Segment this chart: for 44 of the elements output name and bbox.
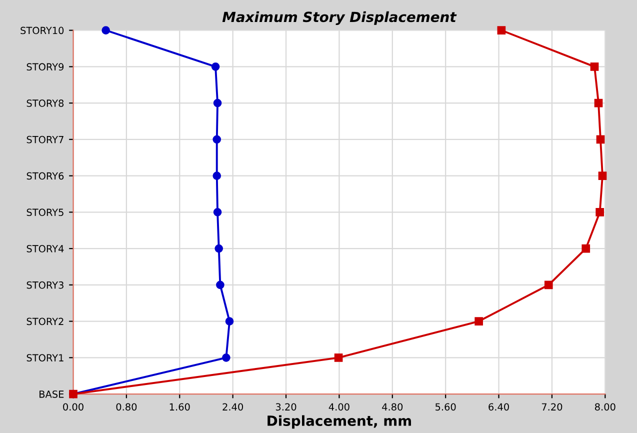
x-tick-label: 0.00 <box>63 403 84 411</box>
x-tick-label: 3.20 <box>276 403 296 411</box>
x-tick-label: 0.80 <box>116 403 137 411</box>
point <box>212 172 222 180</box>
y-tick-label: STORY8 <box>26 100 64 107</box>
x-tick-label: 8.00 <box>594 403 616 411</box>
x-axis-title: Displacement, mm <box>268 415 411 429</box>
y-tick-label: STORY3 <box>26 281 64 289</box>
y-tick-label: STORY1 <box>26 354 64 362</box>
point <box>222 353 230 362</box>
point <box>214 244 224 253</box>
y-tick-label: STORY9 <box>26 63 64 71</box>
point <box>544 280 553 290</box>
point <box>596 135 605 144</box>
point <box>598 172 607 180</box>
point <box>213 208 222 216</box>
point <box>212 135 222 144</box>
y-tick-label: STORY7 <box>26 136 64 144</box>
x-tick-label: 4.00 <box>328 403 350 411</box>
x-tick-label: 6.40 <box>488 403 509 411</box>
y-tick-label: BASE <box>40 390 64 398</box>
point <box>582 244 590 253</box>
x-tick-label: 1.60 <box>170 403 190 411</box>
x-tick-label: 7.20 <box>542 403 562 411</box>
x-tick-label: 2.40 <box>222 403 243 411</box>
point <box>213 98 222 108</box>
point <box>596 208 604 216</box>
y-tick-label: STORY4 <box>26 245 64 252</box>
y-tick-label: STORY6 <box>26 172 64 180</box>
point <box>225 317 234 326</box>
point <box>594 98 603 108</box>
point <box>590 62 599 71</box>
point <box>334 353 343 362</box>
point <box>474 317 483 326</box>
chart-title: Maximum Story Displacement <box>222 11 457 25</box>
x-tick-label: 5.60 <box>436 403 456 411</box>
point <box>211 62 220 71</box>
y-tick-label: STORY10 <box>20 26 64 34</box>
y-tick-label: STORY5 <box>26 208 64 216</box>
x-tick-label: 4.80 <box>382 403 403 411</box>
y-tick-label: STORY2 <box>26 318 64 326</box>
point <box>216 280 224 290</box>
point <box>497 26 506 34</box>
point <box>102 26 110 34</box>
